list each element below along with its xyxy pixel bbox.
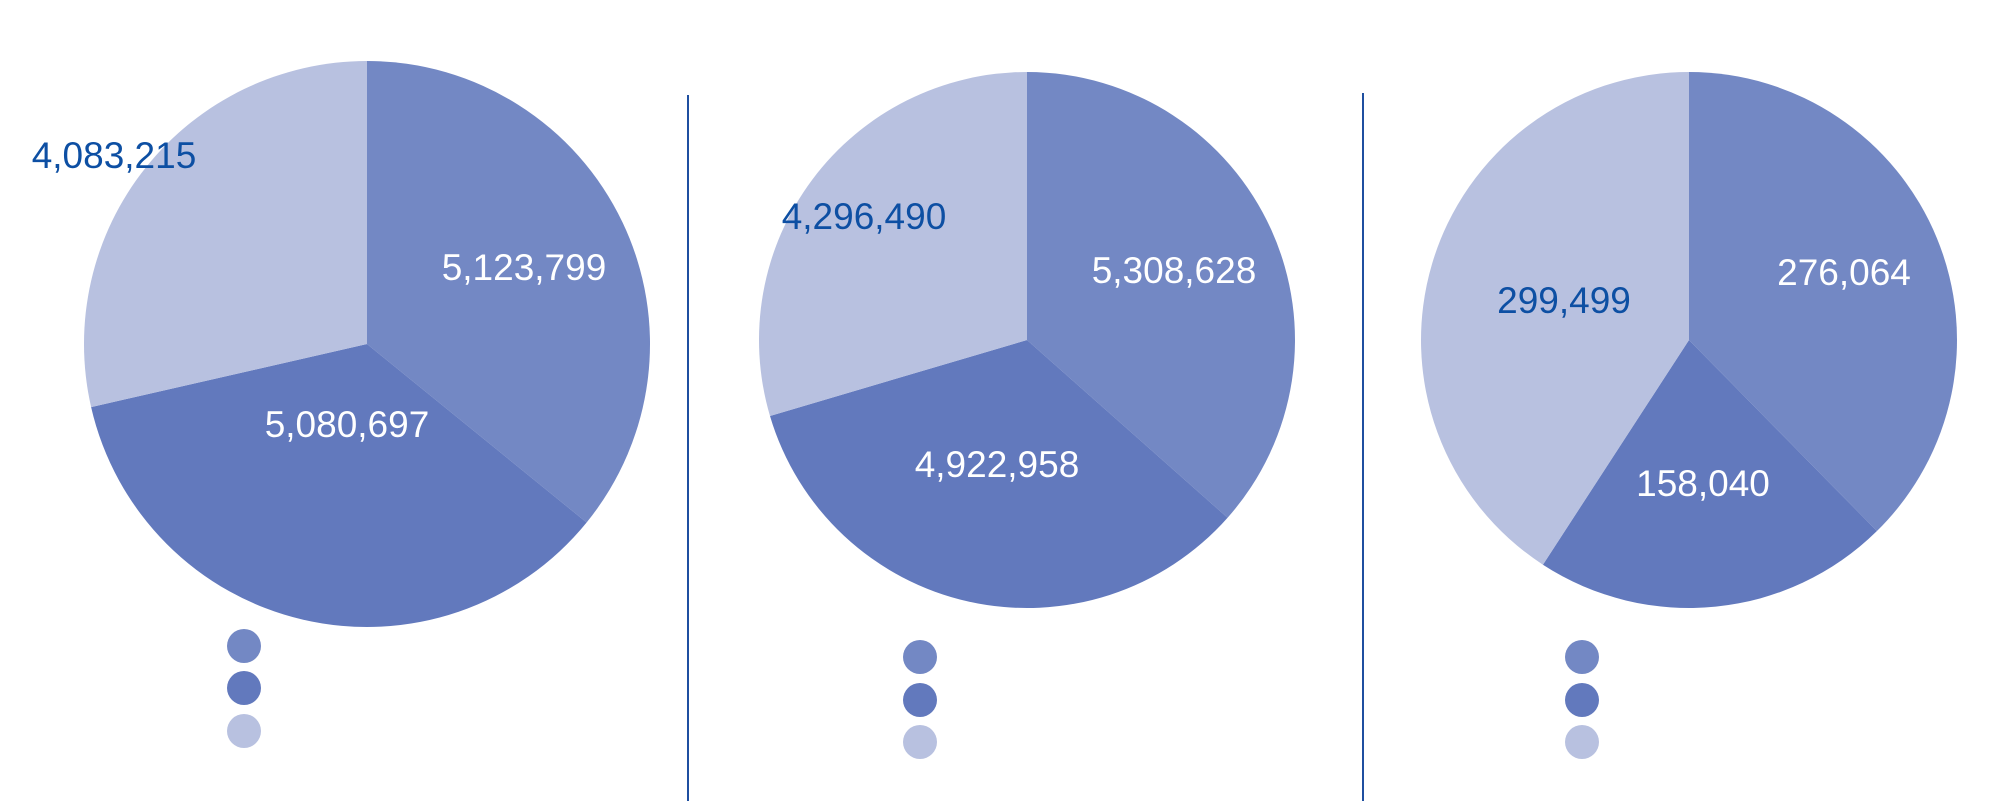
pie-3-slice-1 bbox=[1689, 72, 1958, 532]
pie-1-slice-1 bbox=[367, 60, 651, 523]
pie-3-slice-1-label: 276,064 bbox=[1777, 252, 1911, 293]
pie-3-slice-2 bbox=[1542, 340, 1877, 608]
pie-3-legend-marker-1 bbox=[1565, 640, 1599, 674]
pie-3-slice-2-label: 158,040 bbox=[1636, 463, 1770, 504]
pie-1-legend-marker-2 bbox=[227, 671, 261, 705]
pie-1-slice-3 bbox=[83, 60, 368, 408]
pie-2-legend-marker-2 bbox=[903, 683, 937, 717]
pie-chart-3: 276,064 158,040 299,499 bbox=[1421, 72, 1958, 759]
pie-2-slice-3 bbox=[758, 72, 1027, 416]
pie-chart-1: 5,123,799 5,080,697 4,083,215 bbox=[32, 60, 651, 748]
pie-3-slice-3 bbox=[1421, 72, 1689, 565]
pie-1-slice-2 bbox=[91, 344, 587, 628]
pie-1-legend-marker-1 bbox=[227, 629, 261, 663]
pie-2-slice-1 bbox=[1027, 72, 1295, 518]
pie-2-slice-1-label: 5,308,628 bbox=[1092, 250, 1257, 291]
pie-2-legend-marker-3 bbox=[903, 725, 937, 759]
pie-3-legend-marker-3 bbox=[1565, 725, 1599, 759]
pie-chart-2: 5,308,628 4,922,958 4,296,490 bbox=[758, 72, 1295, 759]
pie-2-slice-2-label: 4,922,958 bbox=[915, 444, 1080, 485]
pie-2-slice-3-label: 4,296,490 bbox=[782, 196, 947, 237]
pie-1-slice-3-label: 4,083,215 bbox=[32, 135, 197, 176]
pie-2-slice-2 bbox=[769, 340, 1228, 608]
pie-1-slice-2-label: 5,080,697 bbox=[265, 404, 430, 445]
pie-1-slice-1-label: 5,123,799 bbox=[442, 247, 607, 288]
pie-3-legend-marker-2 bbox=[1565, 683, 1599, 717]
pie-3-slice-3-label: 299,499 bbox=[1497, 280, 1631, 321]
pie-1-legend-marker-3 bbox=[227, 714, 261, 748]
pie-2-legend-marker-1 bbox=[903, 640, 937, 674]
